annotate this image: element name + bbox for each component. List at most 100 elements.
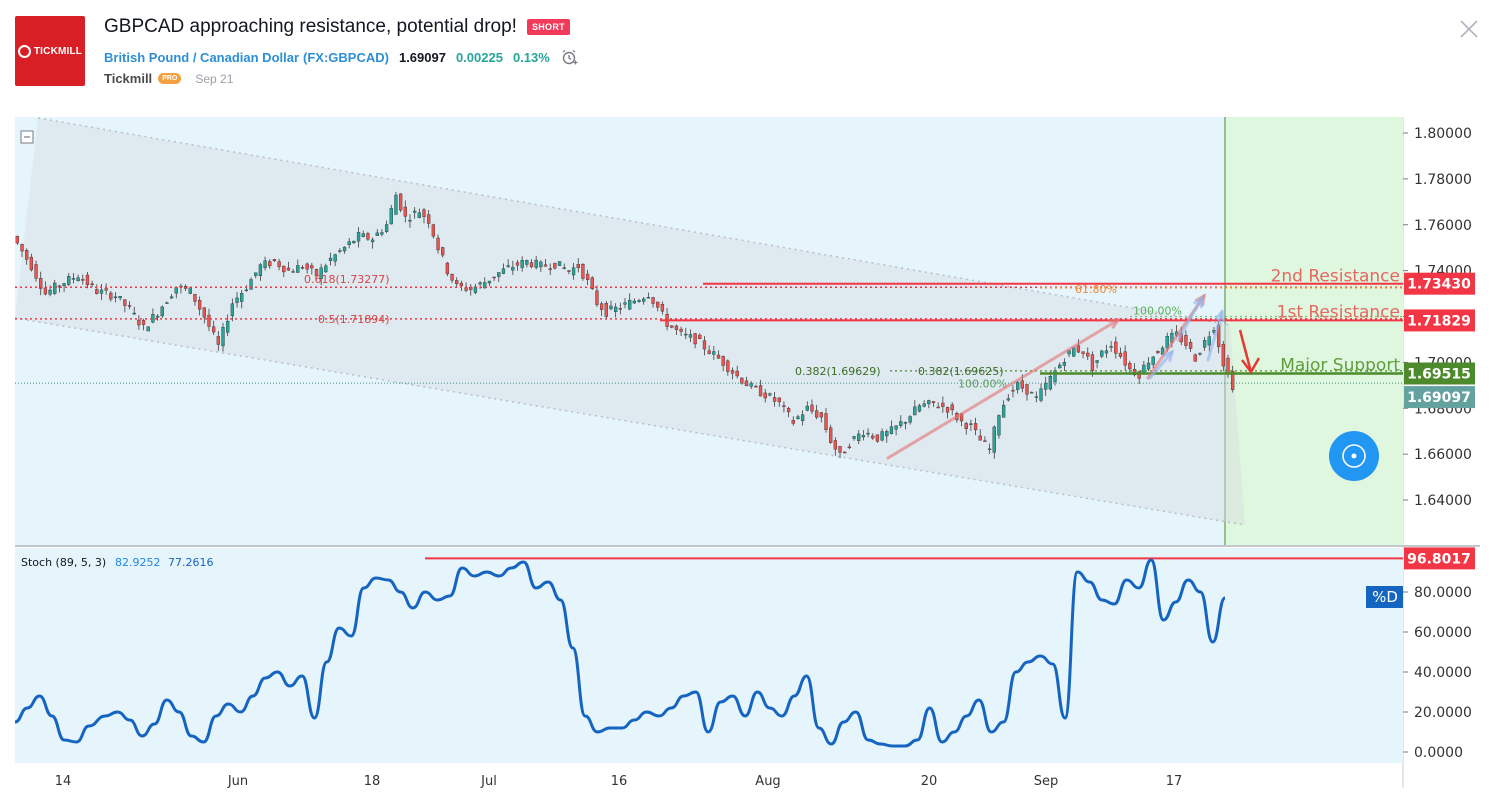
publisher-logo[interactable]: TICKMILL <box>15 16 85 86</box>
price-tick-label: 1.64000 <box>1414 493 1472 509</box>
candle-body <box>880 431 884 441</box>
candle-body <box>716 354 721 359</box>
candle-body <box>525 260 529 265</box>
candle-body <box>258 264 263 277</box>
candle-body <box>899 421 903 426</box>
target-button[interactable] <box>1329 431 1379 481</box>
candle-body <box>422 209 426 217</box>
candle-body <box>146 326 150 332</box>
candle-body <box>730 370 735 374</box>
candle-body <box>1118 352 1123 357</box>
candle-body <box>389 208 393 225</box>
wave-arrow-blue-a <box>1148 350 1174 380</box>
candle-body <box>847 446 852 449</box>
candle-body <box>1058 364 1062 369</box>
candle-body <box>1090 354 1095 371</box>
candle-body <box>366 233 370 240</box>
candle-body <box>1081 351 1085 354</box>
stoch-tick-label: 80.0000 <box>1414 585 1472 601</box>
candle-body <box>656 301 660 308</box>
candle-body <box>501 268 506 274</box>
fib-382-label-b: 0.382(1.69625) <box>918 365 1004 378</box>
fib-ext-100-label-b: 100.00% <box>958 378 1007 391</box>
candle-body <box>861 435 866 438</box>
candle-body <box>1151 356 1155 365</box>
candle-body <box>104 288 108 291</box>
symbol-name-link[interactable]: British Pound / Canadian Dollar <box>104 49 300 65</box>
candle-body <box>403 206 407 217</box>
candle-body <box>1207 336 1211 346</box>
candle-body <box>1146 362 1151 370</box>
candle-body <box>651 297 655 304</box>
candle-body <box>95 289 99 294</box>
candle-body <box>436 237 440 251</box>
candle-body <box>90 283 94 286</box>
candle-body <box>342 246 347 252</box>
candle-body <box>590 277 594 290</box>
candle-body <box>875 434 880 442</box>
candle-body <box>829 427 833 443</box>
fib-382-label-a: 0.382(1.69629) <box>795 365 881 378</box>
time-tick-label: 20 <box>921 774 938 789</box>
candle-body <box>983 440 987 442</box>
candle-body <box>843 451 847 454</box>
candle-body <box>819 412 823 418</box>
candle-body <box>202 307 206 318</box>
stoch-pane-background <box>15 548 1403 763</box>
candle-body <box>39 277 43 289</box>
stoch-legend-k: 82.9252 <box>115 556 161 569</box>
candle-body <box>936 406 940 409</box>
candle-body <box>212 326 216 333</box>
symbol-code-link[interactable]: (FX:GBPCAD) <box>303 49 389 65</box>
candle-body <box>871 435 875 439</box>
candle-body <box>670 325 674 328</box>
candle-body <box>277 261 281 267</box>
stoch-legend-name: Stoch (89, 5, 3) <box>21 556 106 569</box>
candle-body <box>160 306 164 317</box>
candle-body <box>398 193 403 211</box>
candle-body <box>548 268 552 270</box>
alarm-clock-icon[interactable] <box>560 48 578 66</box>
candle-body <box>1001 404 1006 418</box>
candle-body <box>235 297 239 303</box>
time-tick-label: 14 <box>55 774 72 789</box>
candle-body <box>702 340 707 350</box>
channel-lower-line <box>14 317 1246 526</box>
wave-arrow-blue-b <box>1176 296 1204 342</box>
candle-body <box>529 262 534 267</box>
drop-arrow-line <box>1238 329 1253 373</box>
candle-body <box>15 236 19 244</box>
price-change-percent: 0.13% <box>512 49 550 65</box>
candle-body <box>539 261 543 268</box>
candle-body <box>328 257 333 261</box>
candle-body <box>310 265 314 269</box>
candle-body <box>291 271 295 273</box>
collapse-toggle[interactable] <box>20 130 34 144</box>
candle-body <box>226 320 230 333</box>
crosshair-target-icon <box>1342 444 1366 468</box>
close-icon[interactable] <box>1458 18 1480 40</box>
candle-body <box>688 334 693 338</box>
candle-body <box>459 282 464 287</box>
candle-body <box>99 289 104 294</box>
second-resistance-tag-bg <box>1404 272 1475 295</box>
candle-body <box>567 270 571 272</box>
first-resistance-tag: 1.71829 <box>1407 313 1471 329</box>
second-resistance-tag: 1.73430 <box>1407 277 1471 293</box>
candle-body <box>169 296 174 299</box>
author-name-link[interactable]: Tickmill <box>104 71 153 86</box>
candle-body <box>992 426 996 453</box>
candle-body <box>515 262 520 266</box>
candle-body <box>852 436 856 439</box>
candle-body <box>43 287 48 295</box>
descending-channel <box>15 118 1245 525</box>
candle-body <box>684 333 688 336</box>
candle-body <box>520 260 524 268</box>
stoch-projection-bg <box>1225 548 1403 763</box>
candle-body <box>361 233 365 237</box>
candle-body <box>207 314 211 327</box>
price-tick-label: 1.76000 <box>1414 218 1472 234</box>
candle-body <box>1011 389 1015 392</box>
candle-body <box>889 426 894 434</box>
